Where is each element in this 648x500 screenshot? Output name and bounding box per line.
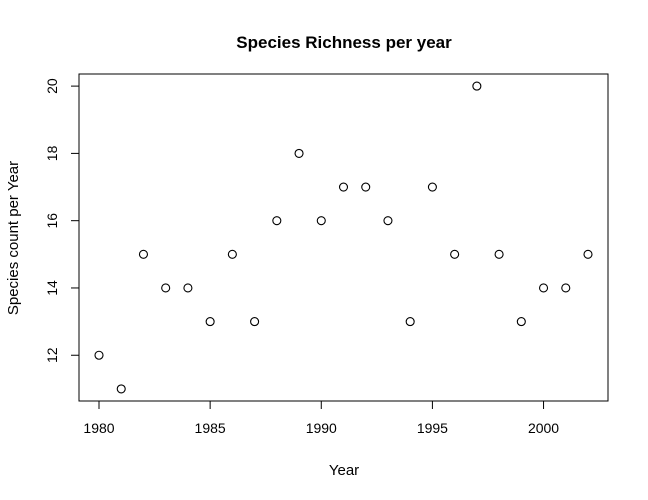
data-point: [205, 317, 215, 327]
x-tick-label: 2000: [528, 420, 559, 436]
data-point: [183, 283, 193, 293]
x-tick-label: 1995: [417, 420, 448, 436]
data-points: [94, 81, 593, 394]
data-point: [227, 249, 237, 259]
data-point: [338, 182, 349, 192]
data-point: [316, 216, 326, 226]
y-tick-label: 20: [44, 78, 60, 94]
chart-title: Species Richness per year: [236, 33, 452, 52]
data-point: [272, 216, 282, 226]
y-axis: 12 14 16 18 20: [44, 78, 80, 363]
data-point: [294, 148, 304, 158]
x-axis-label: Year: [329, 462, 359, 479]
data-point: [94, 350, 104, 360]
y-axis-label: Species count per Year: [5, 161, 22, 315]
data-point: [538, 283, 549, 293]
data-point: [116, 384, 126, 394]
data-point: [472, 81, 482, 91]
data-point: [138, 249, 149, 259]
data-point: [250, 317, 260, 327]
x-axis: 1980 1985 1990 1995 2000: [83, 400, 559, 436]
x-tick-label: 1985: [195, 420, 226, 436]
y-tick-label: 18: [44, 145, 60, 161]
y-tick-label: 12: [44, 347, 60, 363]
data-point: [361, 182, 371, 192]
data-point: [583, 249, 593, 259]
data-point: [450, 249, 460, 259]
data-point: [561, 283, 571, 293]
x-tick-label: 1980: [83, 420, 114, 436]
data-point: [516, 317, 526, 327]
y-tick-label: 16: [44, 213, 60, 229]
plot-frame: [78, 73, 609, 402]
data-point: [161, 283, 171, 293]
data-point: [494, 249, 504, 259]
data-point: [383, 216, 393, 226]
data-point: [427, 182, 437, 192]
y-tick-label: 14: [44, 280, 60, 296]
data-point: [405, 317, 415, 327]
x-tick-label: 1990: [306, 420, 337, 436]
